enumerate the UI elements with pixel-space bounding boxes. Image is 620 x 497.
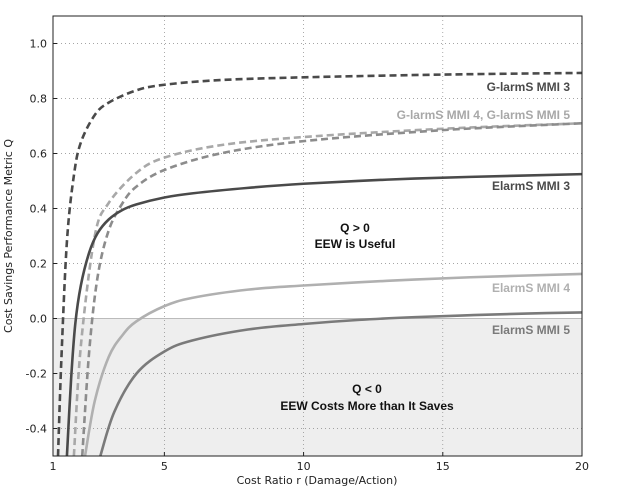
x-tick-label: 5	[161, 460, 168, 473]
series-label-glarms-mmi4-mmi5: G-larmS MMI 4, G-larmS MMI 5	[397, 108, 571, 122]
x-axis-label: Cost Ratio r (Damage/Action)	[237, 474, 398, 487]
annotation-negative-line2: EEW Costs More than It Saves	[280, 399, 454, 413]
series-label-elarms-mmi5: ElarmS MMI 5	[492, 323, 570, 337]
x-tick-label: 20	[575, 460, 589, 473]
annotation-negative-line1: Q < 0	[352, 382, 382, 396]
x-tick-label: 10	[297, 460, 311, 473]
y-tick-label: 0.8	[30, 93, 48, 106]
x-ticks: 1 5 10 15 20	[50, 452, 589, 473]
y-axis-label: Cost Savings Performance Metric Q	[2, 139, 15, 333]
y-tick-label: -0.4	[26, 423, 47, 436]
negative-region	[53, 318, 582, 456]
x-tick-label: 1	[50, 460, 57, 473]
series-line-2	[80, 121, 583, 457]
y-tick-label: 0.0	[30, 313, 48, 326]
series-label-elarms-mmi3: ElarmS MMI 3	[492, 179, 570, 193]
grid	[53, 16, 582, 456]
series-layer	[56, 71, 583, 457]
series-line-0	[56, 71, 583, 457]
y-tick-label: 1.0	[30, 38, 48, 51]
y-tick-label: 0.4	[30, 203, 48, 216]
y-ticks: -0.4 -0.2 0.0 0.2 0.4 0.6 0.8 1.0	[26, 38, 57, 436]
annotation-positive-line1: Q > 0	[340, 221, 370, 235]
series-line-5	[99, 311, 583, 457]
annotation-positive-line2: EEW is Useful	[315, 237, 396, 251]
y-tick-label: 0.2	[30, 258, 48, 271]
series-label-glarms-mmi3: G-larmS MMI 3	[487, 80, 571, 94]
series-line-3	[65, 172, 583, 457]
x-tick-label: 15	[436, 460, 450, 473]
plot-frame	[52, 15, 583, 457]
y-tick-label: -0.2	[26, 368, 47, 381]
series-label-elarms-mmi4: ElarmS MMI 4	[492, 281, 570, 295]
series-line-4	[83, 272, 583, 457]
y-tick-label: 0.6	[30, 148, 48, 161]
series-line-1	[72, 121, 583, 457]
